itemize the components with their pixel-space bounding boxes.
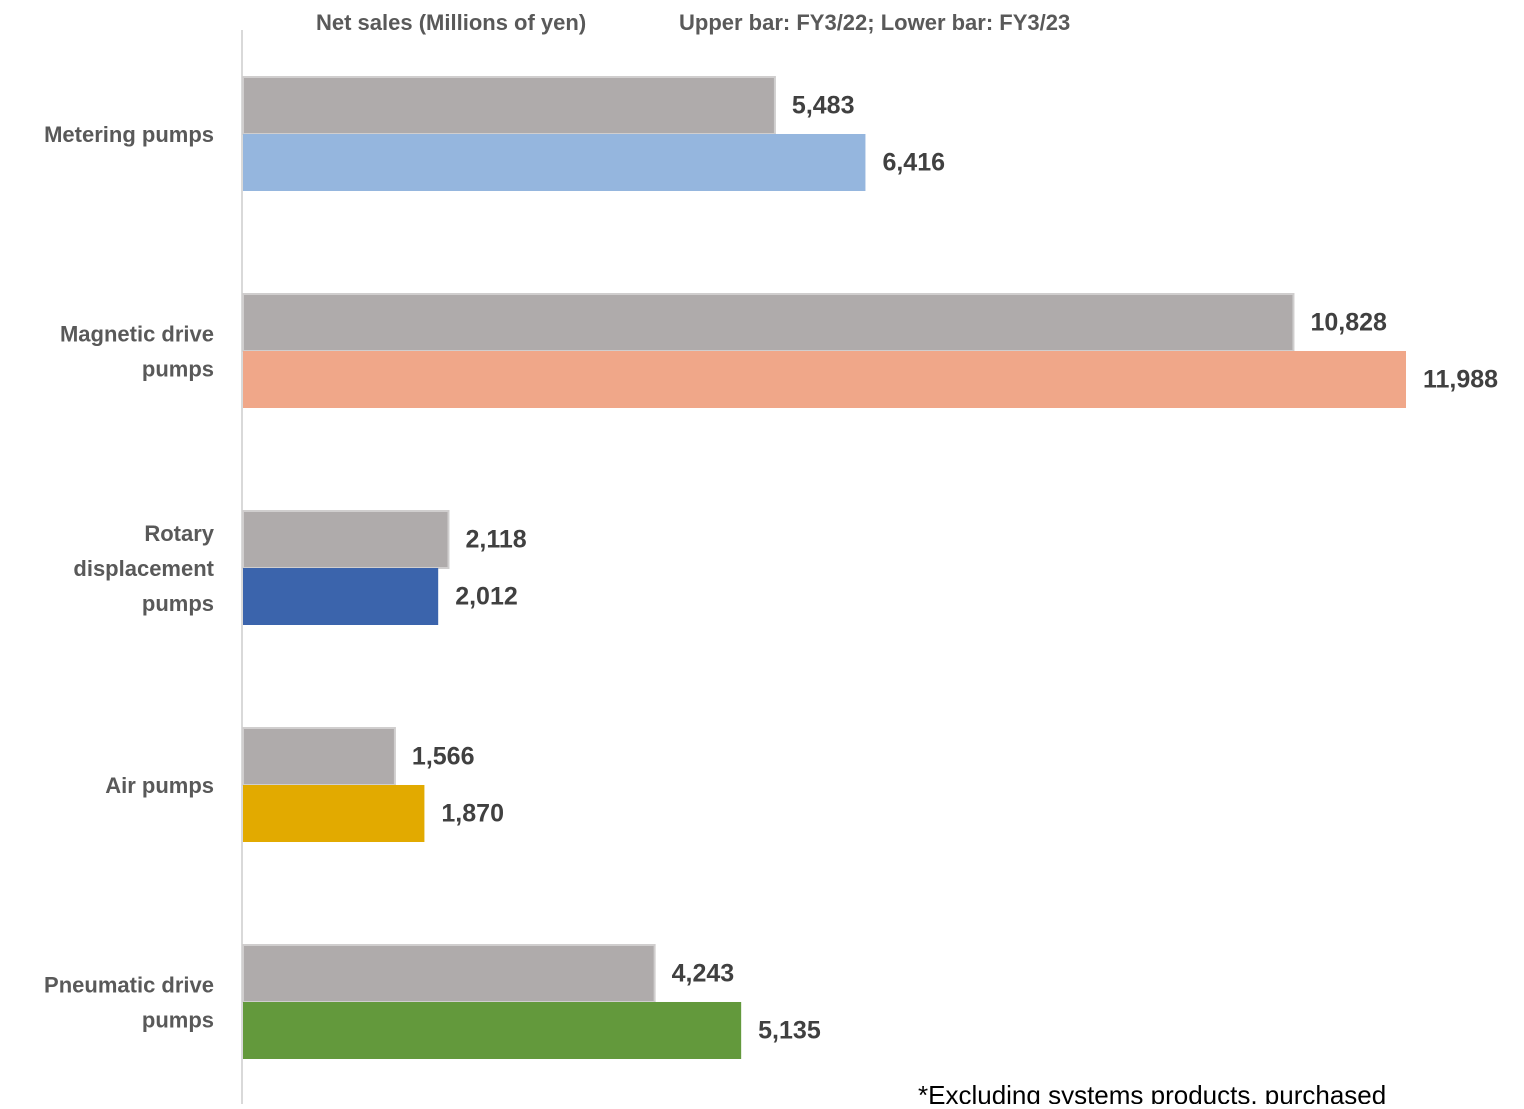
bar-fy3-22 (242, 944, 656, 1003)
category-label: Magnetic drive (60, 322, 214, 347)
bar-fy3-22 (242, 293, 1295, 352)
data-label: 1,870 (441, 800, 504, 828)
category-label: Pneumatic drive (44, 973, 214, 998)
bar-fy3-23 (243, 351, 1406, 408)
category-label: pumps (142, 591, 214, 616)
bar-fy3-22 (242, 727, 396, 786)
data-label: 2,012 (455, 583, 518, 611)
data-label: 2,118 (465, 526, 526, 554)
bars-layer: Metering pumps 5,483 6,416 Magnetic drive pu… (44, 76, 1498, 1059)
data-label: 1,566 (412, 743, 475, 771)
bar-fy3-22 (242, 76, 776, 135)
data-label: 10,828 (1310, 309, 1387, 337)
chart-unit-label: Net sales (Millions of yen) (316, 10, 586, 35)
category-label: pumps (142, 1008, 214, 1033)
bar-fy3-23 (243, 568, 439, 625)
bar-fy3-22 (242, 510, 450, 569)
data-label: 11,988 (1423, 366, 1498, 394)
category-label: displacement (73, 556, 214, 581)
bar-fy3-23 (243, 785, 425, 842)
chart-bar-key: Upper bar: FY3/22; Lower bar: FY3/23 (679, 10, 1070, 35)
bar-fy3-23 (243, 1002, 742, 1059)
category-label: Metering pumps (44, 122, 214, 147)
footnote-text: *Excluding systems products, purchased (918, 1080, 1386, 1104)
data-label: 5,135 (758, 1017, 821, 1045)
data-label: 5,483 (792, 92, 855, 120)
bar-fy3-23 (243, 134, 866, 191)
category-label: Air pumps (105, 773, 214, 798)
data-label: 4,243 (672, 960, 735, 988)
category-label: Rotary (144, 521, 214, 546)
data-label: 6,416 (882, 149, 945, 177)
category-label: pumps (142, 357, 214, 382)
